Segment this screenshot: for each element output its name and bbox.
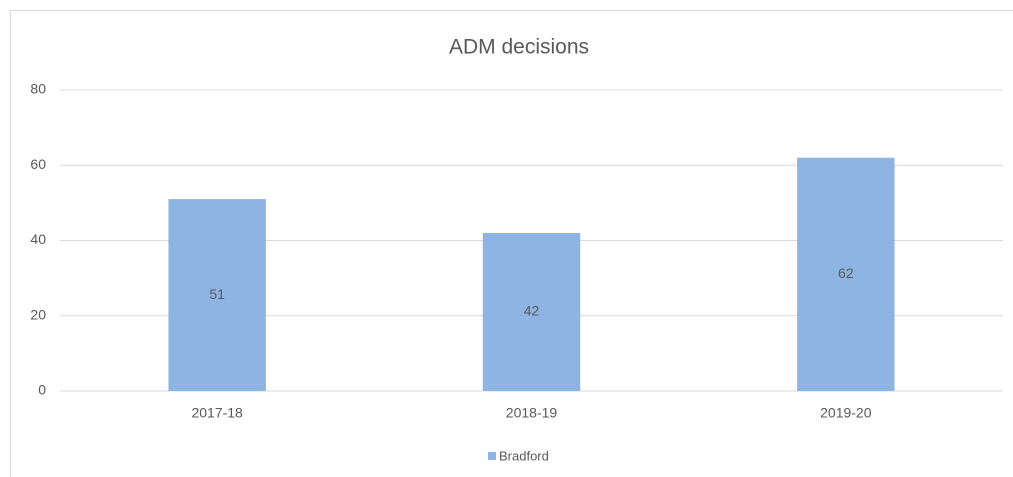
legend-label: Bradford [499, 448, 549, 463]
y-tick-label: 20 [30, 306, 46, 322]
data-label: 62 [838, 265, 854, 281]
bar [482, 232, 581, 391]
y-tick-label: 80 [30, 81, 46, 97]
bar [168, 199, 266, 391]
y-tick-label: 0 [38, 382, 46, 398]
data-label: 42 [524, 303, 540, 319]
bar [797, 157, 895, 391]
y-tick-label: 60 [30, 156, 46, 172]
x-tick-label: 2019-20 [820, 405, 872, 421]
x-tick-label: 2018-19 [506, 405, 558, 421]
legend-swatch [488, 452, 496, 460]
chart-title: ADM decisions [449, 36, 589, 59]
y-tick-label: 40 [30, 231, 46, 247]
x-tick-label: 2017-18 [191, 405, 243, 421]
data-label: 51 [209, 286, 225, 302]
chart-border [10, 10, 1013, 477]
